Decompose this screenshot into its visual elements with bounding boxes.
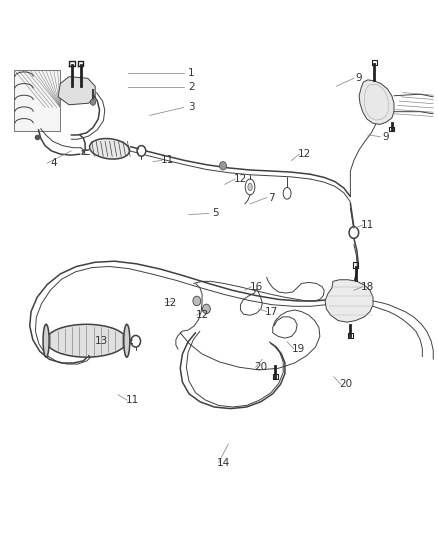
Text: 14: 14 [217,458,230,467]
Text: 20: 20 [254,362,267,372]
Text: 1: 1 [187,68,194,78]
Text: 2: 2 [187,82,194,92]
Text: 11: 11 [360,220,374,230]
Circle shape [90,99,95,106]
Text: 7: 7 [268,192,275,203]
Text: 12: 12 [297,149,311,159]
Text: 19: 19 [292,344,305,354]
Text: 11: 11 [160,156,173,165]
Polygon shape [358,80,393,124]
Text: 17: 17 [265,306,278,317]
Text: 13: 13 [95,336,108,346]
Text: 12: 12 [195,310,208,320]
Ellipse shape [46,324,127,357]
Text: 12: 12 [164,297,177,308]
Text: 20: 20 [339,379,352,389]
Ellipse shape [43,324,49,357]
FancyBboxPatch shape [14,70,60,131]
Text: 9: 9 [381,132,388,142]
Ellipse shape [124,324,130,357]
Text: 9: 9 [355,73,362,83]
Text: 4: 4 [50,158,57,168]
Text: 18: 18 [360,281,374,292]
Text: 12: 12 [233,174,247,184]
Circle shape [202,304,210,314]
Ellipse shape [247,183,252,191]
Circle shape [219,161,226,170]
Text: 16: 16 [249,281,263,292]
Polygon shape [324,280,372,322]
Circle shape [192,296,200,306]
Text: 5: 5 [212,208,218,219]
Polygon shape [58,77,95,105]
Text: 3: 3 [187,102,194,112]
Ellipse shape [89,139,129,159]
Text: 11: 11 [125,395,138,405]
